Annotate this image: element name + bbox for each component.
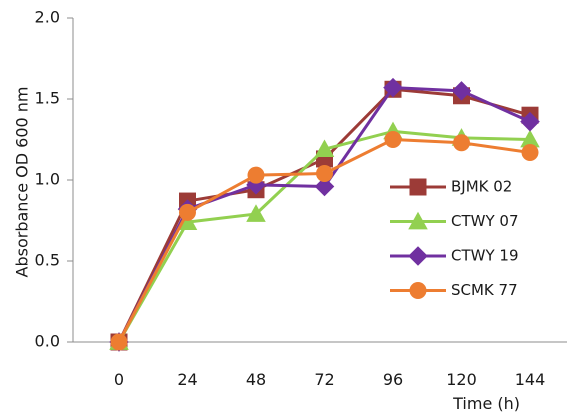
data-point-scmk-77	[453, 134, 470, 152]
x-tick-label: 24	[177, 370, 197, 389]
legend-marker	[408, 211, 428, 230]
x-tick-label: 120	[446, 370, 477, 389]
y-tick-label: 1.0	[35, 170, 60, 189]
legend-marker	[409, 178, 427, 196]
data-point-ctwy-07	[520, 129, 540, 148]
legend-marker	[409, 282, 427, 299]
data-point-scmk-77	[179, 203, 196, 221]
data-point-scmk-77	[316, 165, 333, 183]
legend-item-bjmk-02: BJMK 02	[390, 178, 512, 196]
y-axis-tick-labels: 0.0 0.5 1.0 1.5 2.0	[35, 8, 60, 351]
data-point-scmk-77	[521, 143, 539, 161]
data-point-ctwy-19	[314, 176, 335, 197]
x-axis-title: Time (h)	[452, 394, 520, 413]
y-axis-title: Absorbance OD 600 nm	[13, 87, 32, 278]
series-scmk-77	[110, 131, 539, 351]
y-tick-label: 0.0	[35, 332, 60, 351]
x-tick-label: 144	[515, 370, 546, 389]
data-point-ctwy-19	[451, 81, 472, 101]
axes	[67, 17, 567, 343]
legend-item-ctwy-07: CTWY 07	[390, 211, 519, 230]
legend: BJMK 02 CTWY 07 CTWY 19 SCMK 77	[390, 178, 519, 299]
x-tick-label: 0	[114, 370, 124, 389]
x-tick-label: 96	[383, 370, 403, 389]
y-tick-label: 0.5	[35, 251, 60, 270]
x-tick-label: 72	[314, 370, 334, 389]
legend-label: CTWY 19	[451, 247, 519, 265]
data-point-scmk-77	[110, 333, 128, 351]
legend-marker	[408, 246, 428, 266]
legend-item-ctwy-19: CTWY 19	[390, 246, 519, 266]
data-point-ctwy-07	[314, 139, 335, 158]
legend-label: BJMK 02	[451, 178, 512, 196]
y-tick-label: 2.0	[35, 8, 60, 27]
data-point-scmk-77	[384, 131, 402, 148]
data-point-scmk-77	[247, 166, 265, 184]
data-point-ctwy-07	[246, 204, 266, 222]
legend-label: CTWY 07	[451, 212, 519, 230]
legend-item-scmk-77: SCMK 77	[390, 281, 518, 299]
series-group	[109, 77, 540, 352]
data-point-ctwy-07	[177, 212, 198, 230]
legend-label: SCMK 77	[451, 281, 518, 299]
x-tick-label: 48	[246, 370, 266, 389]
y-tick-label: 1.5	[35, 89, 60, 108]
data-point-ctwy-19	[520, 111, 540, 132]
x-axis-tick-labels: 0 24 48 72 96 120 144	[114, 370, 545, 389]
data-point-ctwy-19	[383, 77, 403, 98]
